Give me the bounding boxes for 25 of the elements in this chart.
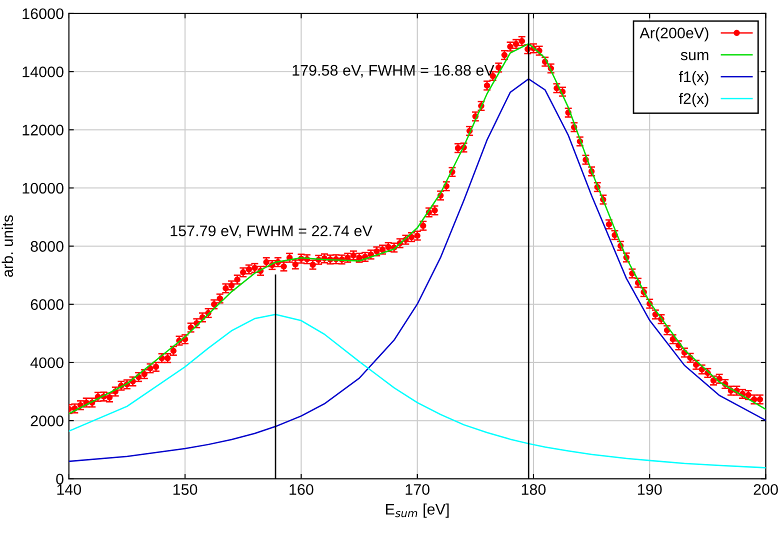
annotation: 179.58 eV, FWHM = 16.88 eV xyxy=(292,64,494,78)
y-tick-label: 0 xyxy=(56,474,64,485)
y-tick-label: 6000 xyxy=(30,299,64,310)
y-tick-label: 10000 xyxy=(22,182,64,194)
x-tick-label: 180 xyxy=(522,484,546,495)
legend-label: sum xyxy=(680,52,708,60)
x-tick-label: 190 xyxy=(638,484,662,495)
line-series xyxy=(68,314,766,468)
y-tick-label: 2000 xyxy=(30,416,64,426)
y-tick-label: 14000 xyxy=(22,66,64,78)
x-tick-label: 150 xyxy=(173,484,198,495)
y-tick-label: 8000 xyxy=(30,241,64,252)
x-tick-label: 200 xyxy=(754,484,778,495)
y-tick-label: 4000 xyxy=(30,357,64,368)
annotation: 157.79 eV, FWHM = 22.74 eV xyxy=(170,225,372,238)
x-tick-label: 140 xyxy=(57,484,82,495)
legend-label: Ar(200eV) xyxy=(640,27,708,42)
y-tick-label: 12000 xyxy=(22,124,64,136)
x-axis-title: E$_{sum}$ [eV] xyxy=(386,503,449,518)
y-tick-label: 16000 xyxy=(22,8,64,20)
legend-label: f2(x) xyxy=(678,92,708,108)
x-tick-label: 160 xyxy=(290,484,314,495)
y-axis-title: arb. units xyxy=(2,215,13,277)
x-tick-label: 170 xyxy=(406,484,430,495)
legend-label: f1(x) xyxy=(678,70,708,86)
